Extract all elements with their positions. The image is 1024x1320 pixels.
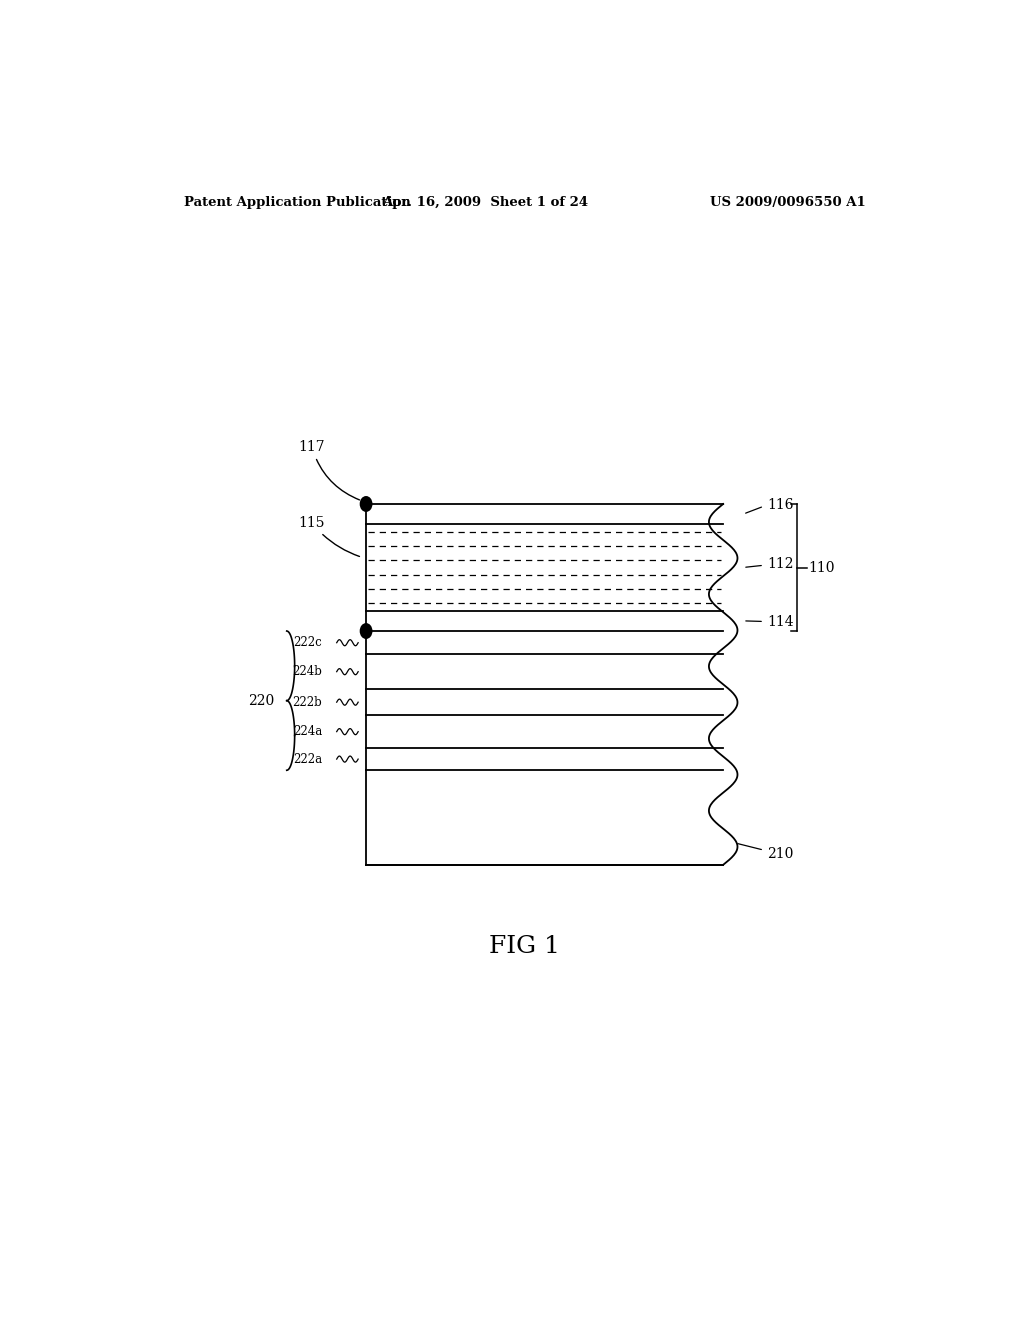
Bar xyxy=(367,715,723,748)
Text: 210: 210 xyxy=(738,843,794,861)
Text: 112: 112 xyxy=(745,557,794,570)
Bar xyxy=(367,771,723,865)
Circle shape xyxy=(360,496,372,511)
Text: 220: 220 xyxy=(248,693,274,708)
Text: 110: 110 xyxy=(808,561,835,574)
Text: 222b: 222b xyxy=(293,696,323,709)
Text: 222a: 222a xyxy=(293,752,323,766)
Bar xyxy=(367,611,723,631)
Bar xyxy=(367,689,723,715)
Text: 114: 114 xyxy=(745,615,794,628)
Text: FIG 1: FIG 1 xyxy=(489,935,560,957)
Text: US 2009/0096550 A1: US 2009/0096550 A1 xyxy=(711,195,866,209)
Circle shape xyxy=(360,624,372,638)
Bar xyxy=(367,504,723,524)
Bar xyxy=(367,631,723,655)
Bar xyxy=(367,748,723,771)
Bar xyxy=(367,524,723,611)
Text: 224a: 224a xyxy=(293,725,323,738)
Text: 115: 115 xyxy=(299,516,359,557)
Text: Apr. 16, 2009  Sheet 1 of 24: Apr. 16, 2009 Sheet 1 of 24 xyxy=(382,195,588,209)
Text: Patent Application Publication: Patent Application Publication xyxy=(183,195,411,209)
Text: 117: 117 xyxy=(299,440,359,500)
Bar xyxy=(367,655,723,689)
Text: 116: 116 xyxy=(745,498,794,513)
Text: 224b: 224b xyxy=(293,665,323,678)
Text: 222c: 222c xyxy=(294,636,323,649)
